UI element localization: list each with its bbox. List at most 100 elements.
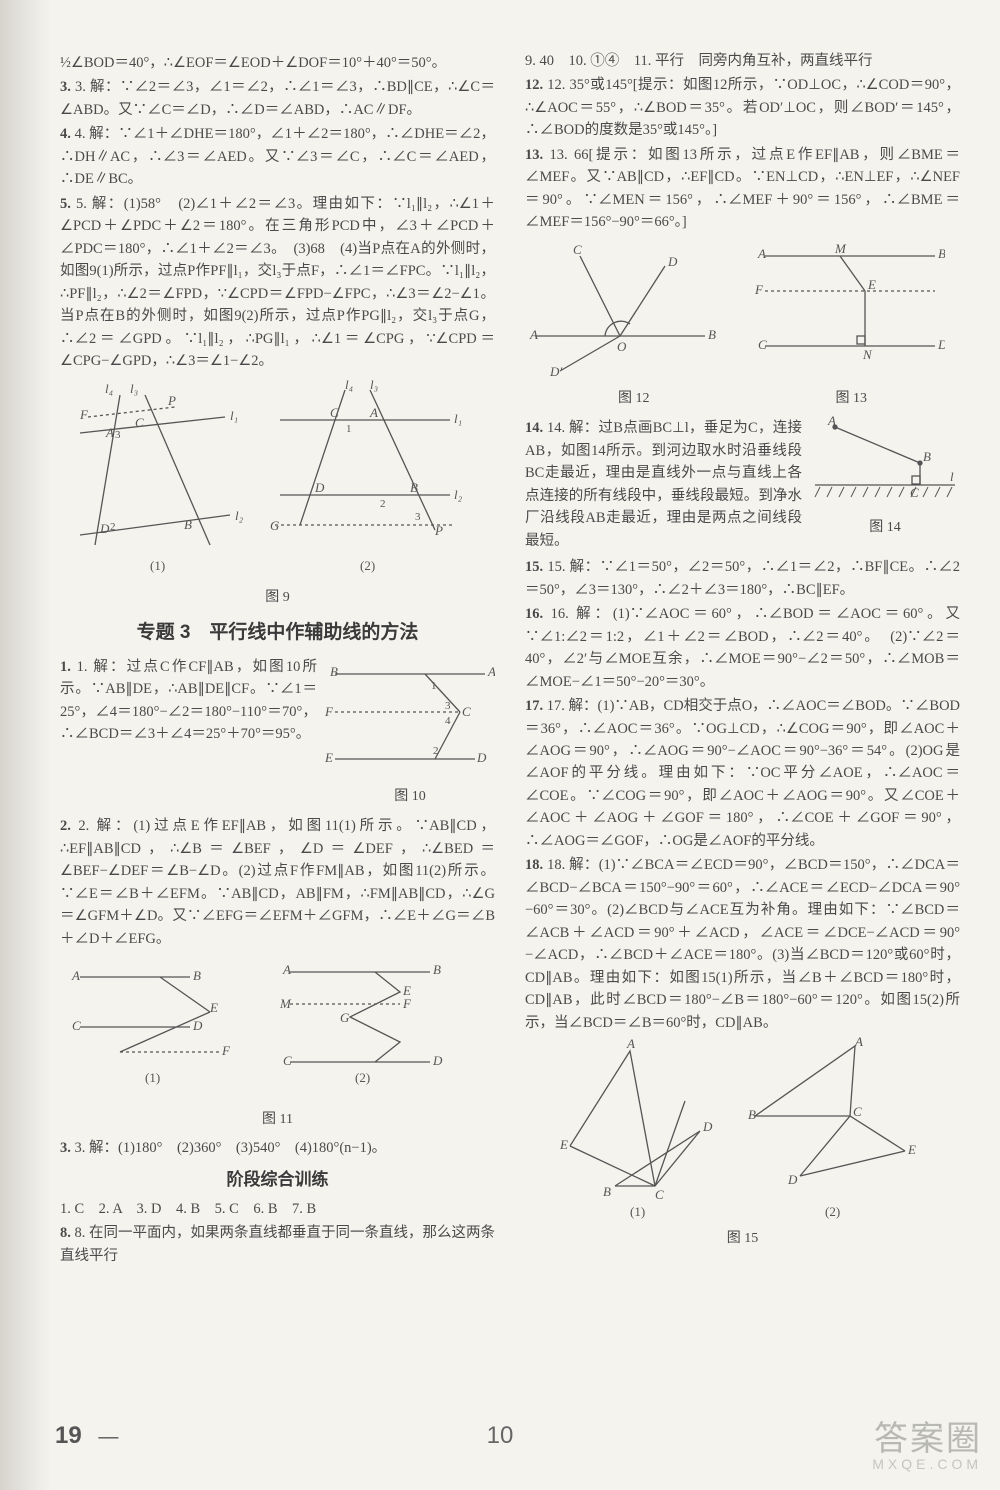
svg-text:B: B	[330, 664, 338, 679]
svg-text:F: F	[325, 704, 334, 719]
svg-text:(2): (2)	[355, 1070, 370, 1085]
stage-title: 阶段综合训练	[60, 1167, 495, 1193]
topic3-q1: 1. 1. 解：过点C作CF∥AB，如图10所示。∵AB∥DE，∴AB∥DE∥C…	[60, 656, 317, 746]
svg-text:M: M	[834, 241, 847, 256]
svg-text:C: C	[462, 704, 471, 719]
stage-line2: 8. 8. 在同一平面内，如果两条直线都垂直于同一条直线，那么这两条直线平行	[60, 1222, 495, 1267]
svg-text:E: E	[325, 750, 333, 765]
topic3-title: 专题 3 平行线中作辅助线的方法	[60, 618, 495, 647]
svg-text:l₃: l₃	[130, 381, 138, 396]
topic3-q2: 2. 2. 解：(1)过点E作EF∥AB，如图11(1)所示。∵AB∥CD，∴E…	[60, 815, 495, 950]
svg-text:G: G	[340, 1010, 350, 1025]
para-q12-body: 12. 35°或145°[提示：如图12所示，∵OD⊥OC，∴∠COD＝90°，…	[525, 77, 960, 138]
para-q16: 16. 16. 解：(1)∵∠AOC＝60°，∴∠BOD＝∠AOC＝60°。又∵…	[525, 603, 960, 693]
para-q12: 12. 12. 35°或145°[提示：如图12所示，∵OD⊥OC，∴∠COD＝…	[525, 74, 960, 141]
page-number-left-num: 19	[55, 1422, 82, 1449]
svg-text:(1): (1)	[630, 1204, 645, 1219]
svg-text:B: B	[410, 480, 418, 495]
para-q3-body: 3. 解：∵∠2＝∠3，∠1＝∠2，∴∠1＝∠3，∴BD∥CE，∴∠C＝∠ABD…	[60, 79, 495, 117]
para-q15-body: 15. 解：∵∠1＝50°，∠2＝50°，∴∠1＝∠2，∴BF∥CE。∴∠2＝5…	[525, 559, 960, 597]
topic3-q3: 3. 3. 解：(1)180° (2)360° (3)540° (4)180°(…	[60, 1137, 495, 1159]
svg-text:(1): (1)	[145, 1070, 160, 1085]
svg-text:E: E	[209, 1000, 218, 1015]
fig12-label: 图 12	[618, 388, 650, 410]
svg-text:A: A	[827, 415, 836, 428]
svg-text:D: D	[432, 1053, 443, 1068]
stage-line2-body: 8. 在同一平面内，如果两条直线都垂直于同一条直线，那么这两条直线平行	[60, 1225, 495, 1263]
fig11-label: 图 11	[60, 1109, 495, 1131]
topic3-q2-body: 2. 解：(1)过点E作EF∥AB，如图11(1)所示。∵AB∥CD，∴EF∥A…	[60, 818, 495, 946]
svg-text:N: N	[862, 347, 873, 362]
svg-text:D: D	[937, 337, 945, 352]
svg-text:A: A	[626, 1036, 635, 1051]
svg-text:l₄: l₄	[345, 377, 354, 392]
svg-text:B: B	[708, 327, 716, 342]
svg-text:B: B	[433, 962, 441, 977]
svg-text:(2): (2)	[360, 558, 375, 573]
svg-text:l₁: l₁	[230, 408, 238, 423]
page-number-left: 19 —	[55, 1422, 118, 1450]
svg-text:C: C	[330, 405, 339, 420]
stage-line3: 9. 40 10. ①④ 11. 平行 同旁内角互补，两直线平行	[525, 50, 960, 72]
svg-text:D: D	[314, 480, 325, 495]
svg-text:F: F	[221, 1043, 231, 1058]
svg-text:P: P	[434, 523, 443, 538]
svg-text:A: A	[71, 968, 80, 983]
watermark: 答案圈 MXQE.COM	[872, 1422, 982, 1472]
svg-text:D: D	[99, 521, 110, 536]
fig14-wrap: 14. 14. 解：过B点画BC⊥l，垂足为C，连接AB，如图14所示。到河边取…	[525, 415, 960, 554]
svg-text:C: C	[655, 1187, 664, 1202]
topic3-q3-body: 3. 解：(1)180° (2)360° (3)540° (4)180°(n−1…	[75, 1140, 387, 1156]
svg-text:3: 3	[415, 511, 421, 523]
svg-text:B: B	[184, 517, 192, 532]
fig15-label: 图 15	[525, 1228, 960, 1250]
figure-15: A E B C D (1) B A C D E (2) 图 15	[525, 1036, 960, 1250]
svg-text:D′: D′	[549, 364, 562, 379]
svg-text:2: 2	[380, 498, 386, 510]
svg-text:B: B	[603, 1184, 611, 1199]
svg-text:E: E	[559, 1137, 568, 1152]
svg-text:C: C	[283, 1053, 292, 1068]
svg-text:C: C	[758, 337, 767, 352]
watermark-main: 答案圈	[872, 1422, 982, 1458]
svg-text:l₄: l₄	[105, 381, 114, 396]
svg-text:B: B	[938, 246, 945, 261]
para-q5-body: 5. 解：(1)58° (2)∠1＋∠2＝∠3。理由如下：∵l₁∥l₂，∴∠1＋…	[60, 196, 495, 369]
para-q15: 15. 15. 解：∵∠1＝50°，∠2＝50°，∴∠1＝∠2，∴BF∥CE。∴…	[525, 556, 960, 601]
para-q17: 17. 17. 解：(1)∵AB，CD相交于点O，∴∠AOC＝∠BOD。∵∠BO…	[525, 695, 960, 852]
figure-9: l₄ l₃ l₁ l₂ F P A 3 C D B 2 (1) l₄ l₃ l₁…	[60, 375, 495, 609]
svg-text:(2): (2)	[825, 1204, 840, 1219]
svg-text:A: A	[757, 246, 766, 261]
para-q17-body: 17. 解：(1)∵AB，CD相交于点O，∴∠AOC＝∠BOD。∵∠BOD＝36…	[525, 698, 960, 849]
figure-10: B A F C E D 1 3 4 2	[325, 654, 495, 784]
svg-text:3: 3	[445, 700, 451, 712]
fig14-label: 图 14	[810, 517, 960, 539]
stage-line1: 1. C 2. A 3. D 4. B 5. C 6. B 7. B	[60, 1198, 495, 1220]
svg-text:C: C	[72, 1018, 81, 1033]
svg-text:C: C	[573, 242, 582, 257]
fig9-label: 图 9	[60, 587, 495, 609]
svg-text:B: B	[923, 449, 931, 464]
topic3-q1-body: 1. 解：过点C作CF∥AB，如图10所示。∵AB∥DE，∴AB∥DE∥CF。∵…	[60, 659, 317, 742]
para-q13: 13. 13. 66[提示：如图13所示，过点E作EF∥AB，则∠BME＝∠ME…	[525, 144, 960, 234]
para-q5: 5. 5. 解：(1)58° (2)∠1＋∠2＝∠3。理由如下：∵l₁∥l₂，∴…	[60, 193, 495, 373]
fig13-label: 图 13	[836, 388, 868, 410]
svg-text:D: D	[192, 1018, 203, 1033]
svg-text:l₃: l₃	[370, 377, 378, 392]
svg-text:F: F	[402, 996, 412, 1011]
svg-text:C: C	[853, 1104, 862, 1119]
figure-14: l A B C	[810, 415, 960, 515]
svg-text:2: 2	[110, 521, 116, 533]
svg-text:A: A	[487, 664, 495, 679]
svg-text:P: P	[167, 393, 176, 408]
figure-11: AB CD E F (1) AB CD M E F G (2) 图 11	[60, 952, 495, 1131]
para-q3: 3. 3. 解：∵∠2＝∠3，∠1＝∠2，∴∠1＝∠3，∴BD∥CE，∴∠C＝∠…	[60, 76, 495, 121]
svg-text:1: 1	[346, 423, 352, 435]
svg-text:C: C	[910, 485, 919, 500]
figure-12-13: A B O C D D′ AB CD FE M N 图 12 图 13	[525, 236, 960, 416]
svg-text:B: B	[193, 968, 201, 983]
para-q16-body: 16. 解：(1)∵∠AOC＝60°，∴∠BOD＝∠AOC＝60°。又∵∠1:∠…	[525, 606, 960, 689]
para-bod: ½∠BOD＝40°，∴∠EOF＝∠EOD＋∠DOF＝10°＋40°＝50°。	[60, 52, 495, 74]
svg-text:E: E	[907, 1142, 916, 1157]
svg-text:B: B	[748, 1107, 756, 1122]
